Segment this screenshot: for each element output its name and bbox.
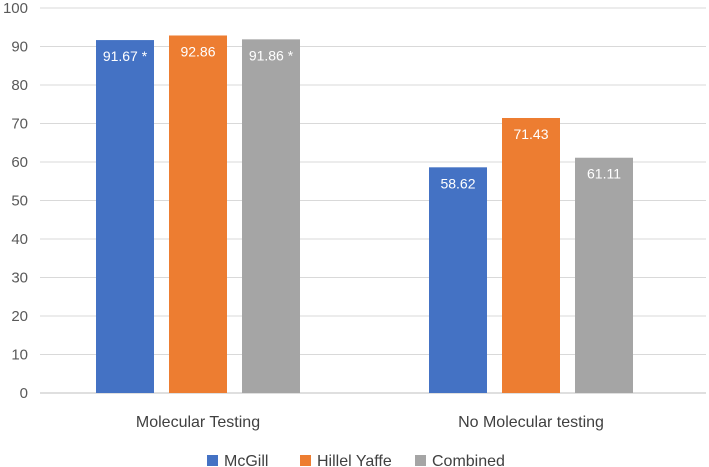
bars [96,35,633,394]
y-tick-label: 90 [11,39,28,56]
bar-combined-0 [242,39,300,394]
bar-mcgill-1 [429,167,487,393]
data-labels: 91.67 * 92.86 91.86 * 58.62 71.43 61.11 [103,43,621,191]
legend-swatch [300,455,311,466]
bar-hillel-yaffe-0 [169,35,227,393]
y-tick-label: 40 [11,231,28,248]
y-tick-label: 0 [20,385,28,402]
y-tick-label: 10 [11,347,28,364]
legend: McGill Hillel Yaffe Combined [207,453,505,467]
y-tick-label: 60 [11,154,28,171]
data-label: 61.11 [587,166,621,182]
data-label: 91.86 * [249,47,294,63]
legend-label: Combined [432,453,505,467]
legend-swatch [207,455,218,466]
bar-hillel-yaffe-1 [502,117,560,393]
x-axis-categories: Molecular Testing No Molecular testing [136,414,604,431]
y-tick-label: 70 [11,116,28,133]
x-category-label: Molecular Testing [136,414,260,431]
y-tick-label: 20 [11,308,28,325]
y-tick-label: 80 [11,77,28,94]
y-tick-label: 50 [11,193,28,210]
bar-mcgill-0 [96,40,154,394]
data-label: 58.62 [440,175,475,191]
x-category-label: No Molecular testing [458,414,604,431]
y-axis-ticks: 0 10 20 30 40 50 60 70 80 90 100 [3,0,28,402]
legend-swatch [415,455,426,466]
data-label: 92.86 [180,43,215,59]
legend-label: Hillel Yaffe [317,453,392,467]
data-label: 71.43 [513,126,548,142]
bar-combined-1 [575,157,633,393]
legend-label: McGill [224,453,268,467]
data-label: 91.67 * [103,48,148,64]
y-tick-label: 30 [11,270,28,287]
y-tick-label: 100 [3,0,28,17]
